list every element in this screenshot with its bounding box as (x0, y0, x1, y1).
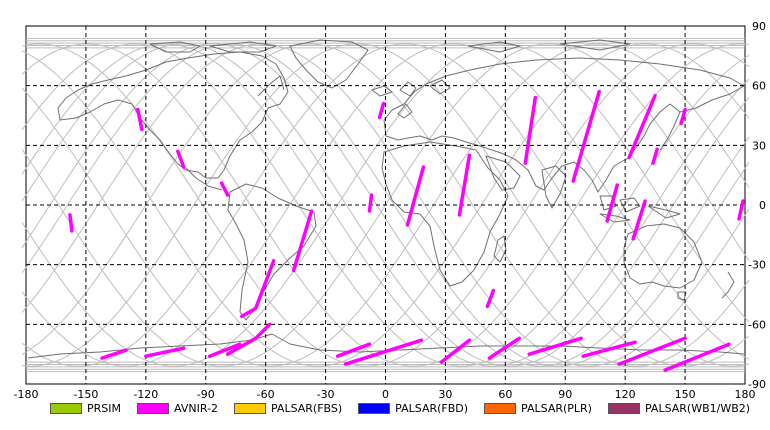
scene-footprint (176, 149, 186, 169)
latitude-tick-labels: 90 60 30 0 -30 -60 -90 (748, 20, 766, 391)
scene-footprint (487, 336, 522, 360)
sensor-legend: PRSIM AVNIR-2 PALSAR(FBS) PALSAR(FBD) PALSAR… (50, 402, 766, 415)
scene-footprint (343, 338, 424, 366)
scene-footprint (405, 165, 426, 227)
scene-footprint (367, 193, 374, 213)
legend-swatch (358, 403, 391, 414)
orbit-track (21, 43, 750, 367)
scene-footprint (144, 346, 186, 358)
scene-footprint (239, 258, 276, 319)
graticule-grid (26, 26, 745, 384)
scene-footprint (68, 213, 74, 233)
legend-label: PALSAR(PLR) (521, 402, 592, 415)
scene-footprint (335, 342, 372, 358)
scene-footprint (679, 107, 687, 126)
scene-footprint (100, 348, 128, 360)
legend-item: PALSAR(FBD) (358, 402, 468, 415)
scene-footprint (439, 338, 472, 364)
longitude-tick-label: -30 (317, 388, 335, 401)
scene-footprint (523, 95, 538, 165)
scene-footprint (225, 322, 272, 356)
longitude-tick-label: -120 (133, 388, 158, 401)
scene-footprint (631, 199, 647, 241)
latitude-tick-label: 0 (759, 199, 766, 212)
legend-swatch (607, 403, 640, 414)
longitude-tick-label: -180 (14, 388, 39, 401)
latitude-tick-label: -60 (748, 318, 766, 331)
longitude-tick-label: 120 (615, 388, 636, 401)
latitude-tick-label: -30 (748, 259, 766, 272)
scene-footprint (219, 181, 230, 197)
orbit-track (21, 43, 750, 367)
latitude-tick-label: 60 (752, 80, 766, 93)
longitude-tick-label: 30 (438, 388, 452, 401)
longitude-tick-label: 0 (382, 388, 389, 401)
legend-item: PRSIM (50, 402, 121, 415)
legend-swatch (233, 403, 266, 414)
scene-footprint (527, 336, 583, 356)
latitude-tick-label: 90 (752, 20, 766, 33)
scene-footprint (457, 153, 472, 217)
longitude-tick-label: -60 (257, 388, 275, 401)
legend-swatch (484, 403, 517, 414)
legend-label: PRSIM (87, 402, 121, 415)
latitude-tick-label: 30 (752, 139, 766, 152)
legend-swatch (50, 403, 82, 414)
scene-footprint (571, 89, 601, 183)
longitude-tick-labels: -180 -150 -120 -90 -60 -30 0 30 60 90 120 150 180 (14, 388, 756, 401)
scene-footprint (617, 336, 687, 366)
scene-footprint (377, 101, 386, 120)
scene-footprint (581, 340, 637, 358)
legend-label: AVNIR-2 (174, 402, 218, 415)
latitude-tick-label: -90 (748, 378, 766, 391)
scene-footprint (737, 199, 745, 221)
scene-footprint (136, 107, 144, 132)
legend-label: PALSAR(FBD) (395, 402, 469, 415)
legend-item: PALSAR(PLR) (484, 402, 592, 415)
avnir2-footprints (68, 89, 745, 372)
scene-footprint (627, 93, 657, 160)
orbit-track (21, 43, 750, 367)
longitude-tick-label: 90 (558, 388, 572, 401)
scene-footprint (291, 209, 314, 273)
scene-footprint (605, 183, 619, 223)
orbit-track (21, 43, 750, 367)
longitude-tick-label: 180 (735, 388, 756, 401)
legend-swatch (137, 403, 169, 414)
legend-item: PALSAR(FBS) (233, 402, 343, 415)
scene-footprint (651, 147, 659, 165)
longitude-tick-label: -150 (73, 388, 98, 401)
longitude-tick-label: 150 (675, 388, 696, 401)
legend-item: AVNIR-2 (137, 402, 218, 415)
longitude-tick-label: -90 (197, 388, 215, 401)
longitude-tick-label: 60 (498, 388, 512, 401)
scene-footprint (485, 288, 496, 309)
coastlines (27, 39, 745, 359)
scene-footprint (207, 342, 242, 358)
scene-footprint (663, 342, 731, 372)
orbit-track (21, 43, 750, 367)
legend-item: PALSAR(WB1/WB2) (607, 402, 751, 415)
legend-label: PALSAR(WB1/WB2) (644, 402, 751, 415)
legend-label: PALSAR(FBS) (270, 402, 343, 415)
